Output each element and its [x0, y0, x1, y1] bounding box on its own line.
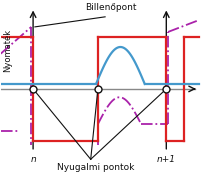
Text: n+1: n+1 — [156, 155, 175, 164]
Text: n: n — [30, 155, 36, 164]
Text: Billenőpont: Billenőpont — [84, 3, 136, 12]
Text: Nyugalmi pontok: Nyugalmi pontok — [57, 163, 134, 172]
Text: Nyomaték: Nyomaték — [2, 29, 12, 72]
